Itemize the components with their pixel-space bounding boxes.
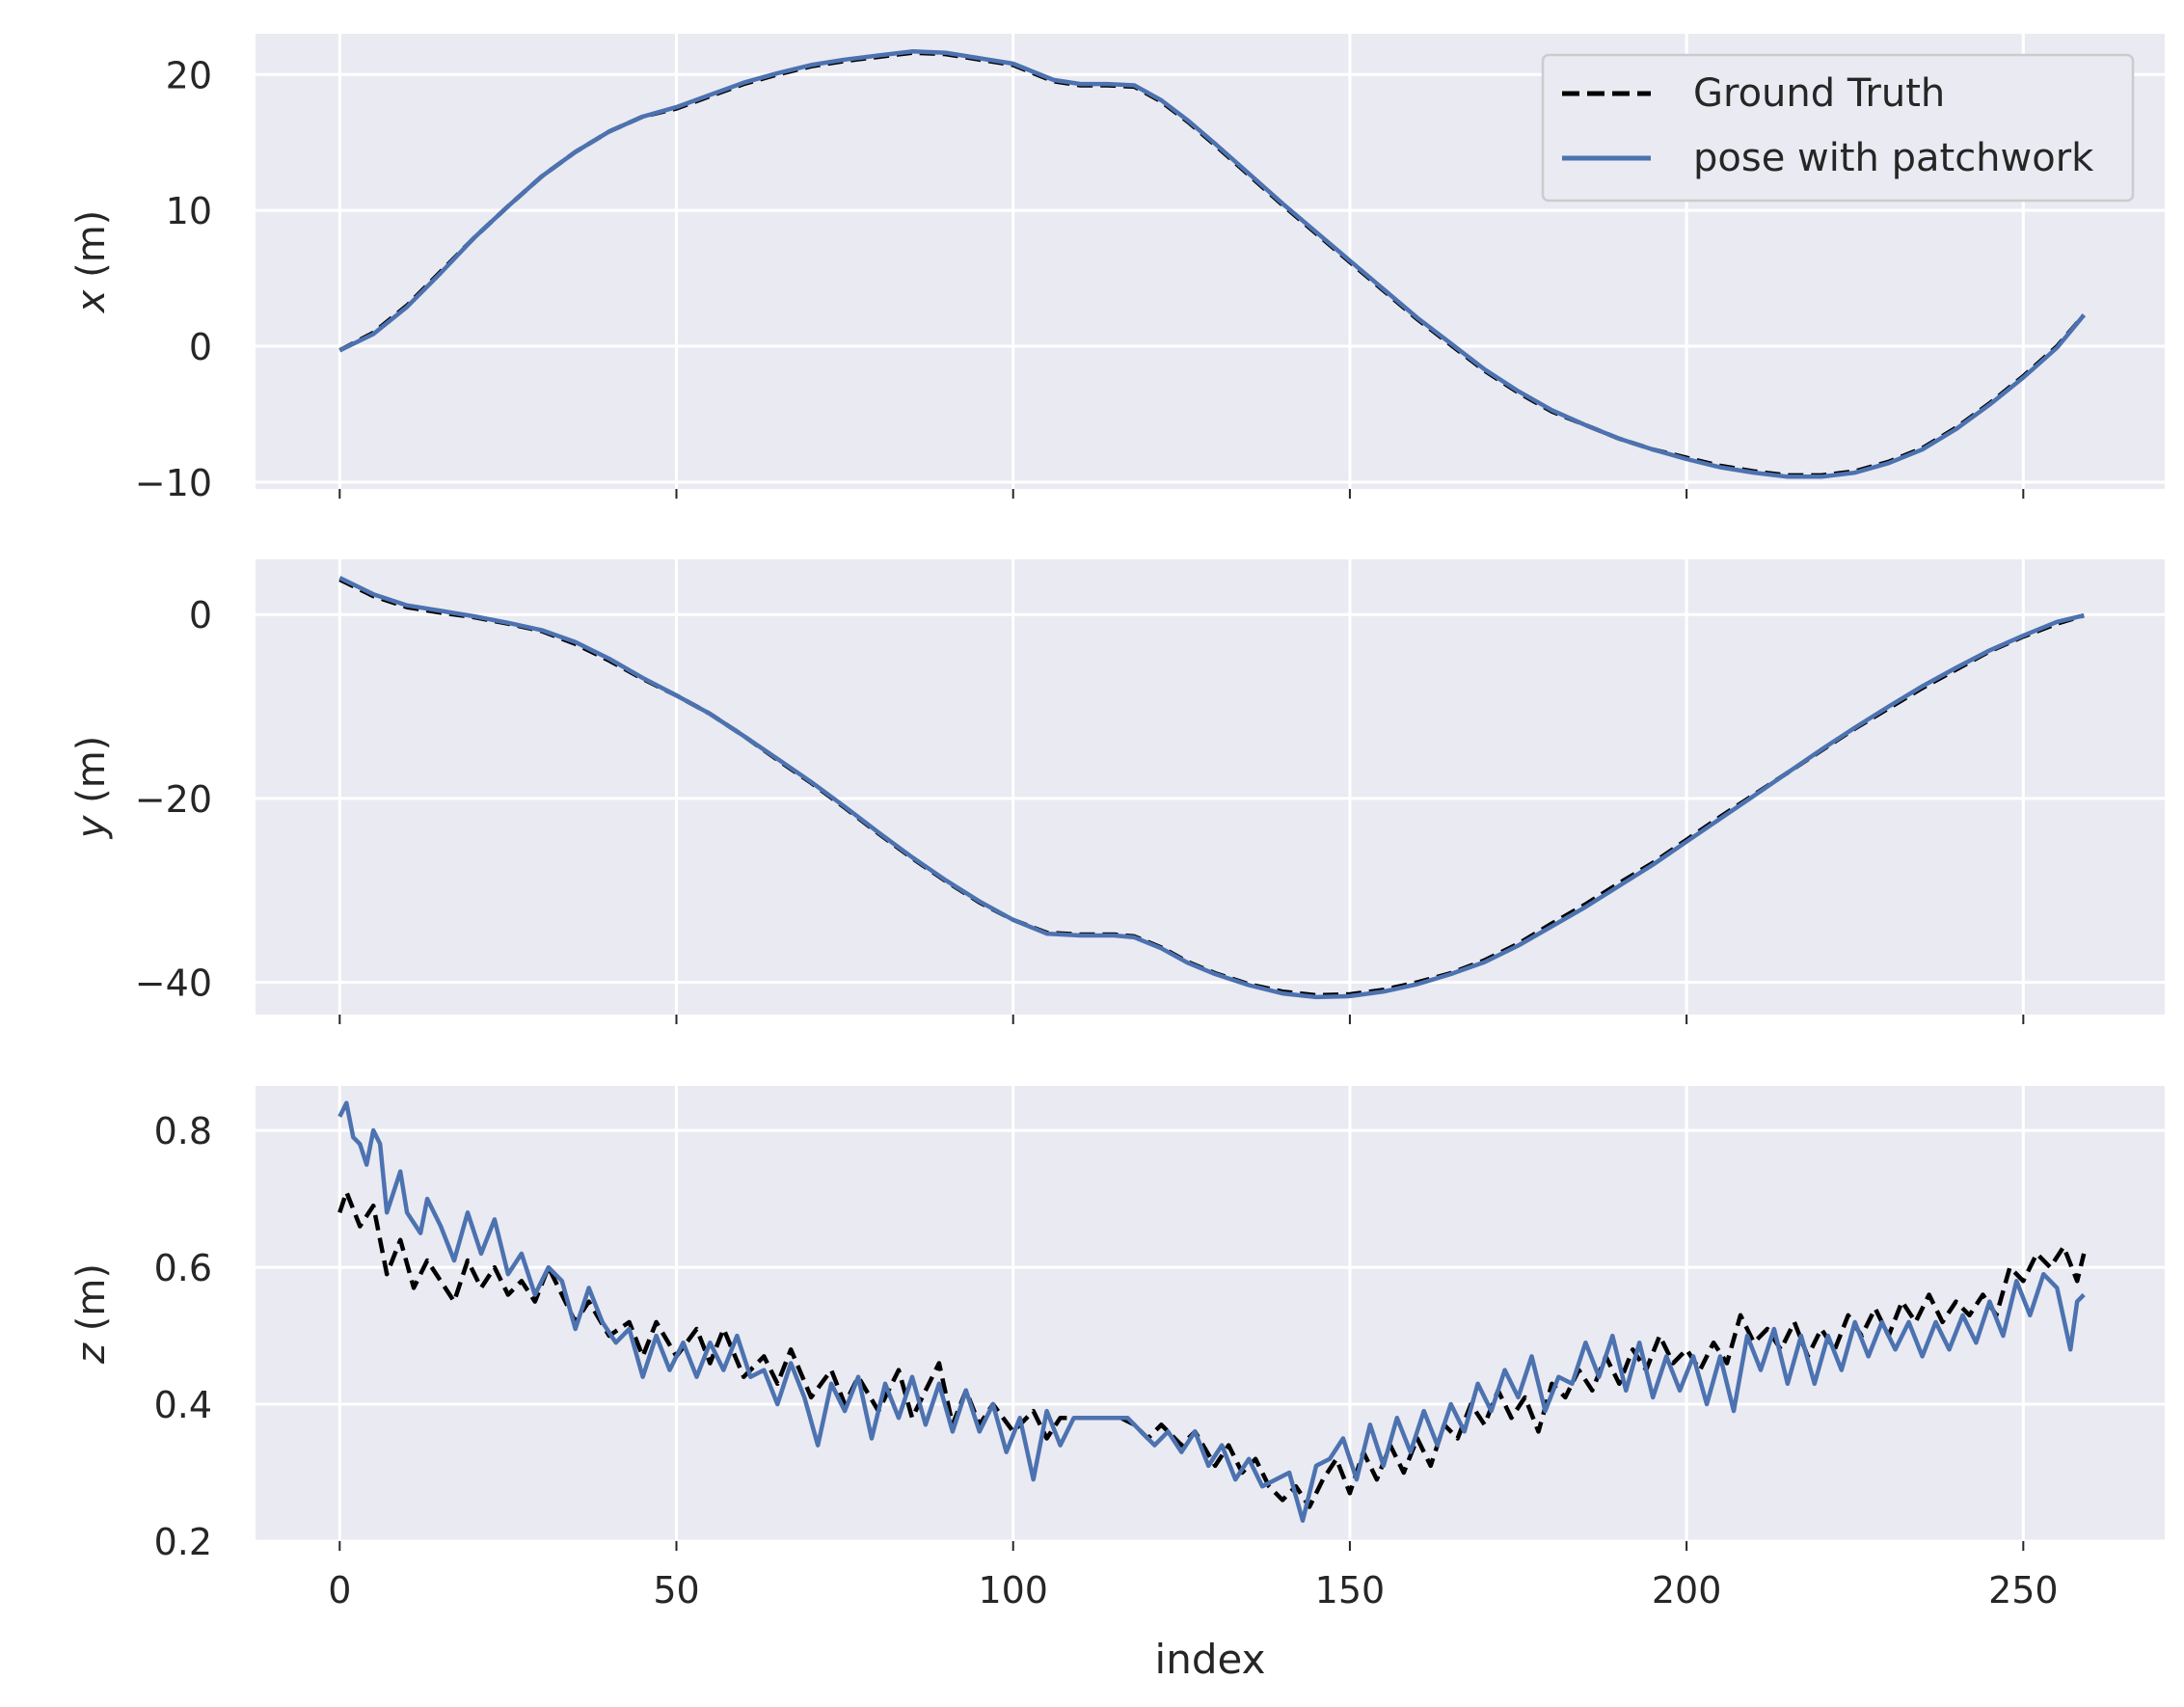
y-tick-label: 0: [189, 326, 212, 368]
series-line-pose-with-patchwork-z: [337, 1100, 2086, 1523]
legend-frame: [1541, 53, 2135, 203]
legend-label-pose-with-patchwork: pose with patchwork: [1693, 136, 2094, 180]
series-line-pose-with-patchwork-y: [338, 576, 2085, 1000]
legend-label-ground-truth: Ground Truth: [1693, 71, 1945, 116]
y-tick-label: 0: [189, 594, 212, 637]
x-tick-label: 200: [1652, 1569, 1722, 1612]
plot-area-y: [256, 559, 2165, 1015]
series-line-pose-with-patchwork-x: [338, 49, 2086, 479]
y-tick-label: 0.4: [154, 1384, 212, 1426]
y-axis-label: y (m): [69, 736, 114, 840]
y-tick-label: 0.2: [154, 1521, 212, 1563]
x-tick-label: 250: [1988, 1569, 2059, 1612]
x-tick-label: 50: [653, 1569, 699, 1612]
series-line-ground-truth-z: [337, 1189, 2087, 1509]
x-tick-label: 100: [978, 1569, 1048, 1612]
y-tick-label: 10: [166, 190, 212, 232]
y-tick-label: −10: [135, 462, 212, 504]
x-tick-label: 0: [328, 1569, 351, 1612]
y-tick-label: 20: [166, 54, 212, 96]
y-tick-label: −20: [135, 778, 212, 821]
legend: Ground Truth pose with patchwork: [1541, 53, 2135, 203]
x-axis-label: index: [1155, 1636, 1266, 1683]
y-axis-label: x (m): [69, 210, 114, 315]
panel-y: −40 −20 0 y (m): [69, 559, 2165, 1024]
x-tick-label: 150: [1315, 1569, 1386, 1612]
y-tick-label: 0.6: [154, 1247, 212, 1289]
panel-z: 0.2 0.4 0.6 0.8 z (m) 0 50 100 150 200 250 index: [69, 1086, 2165, 1683]
y-axis-label: z (m): [69, 1263, 114, 1365]
y-tick-label: 0.8: [154, 1110, 212, 1152]
y-tick-label: −40: [135, 962, 212, 1005]
